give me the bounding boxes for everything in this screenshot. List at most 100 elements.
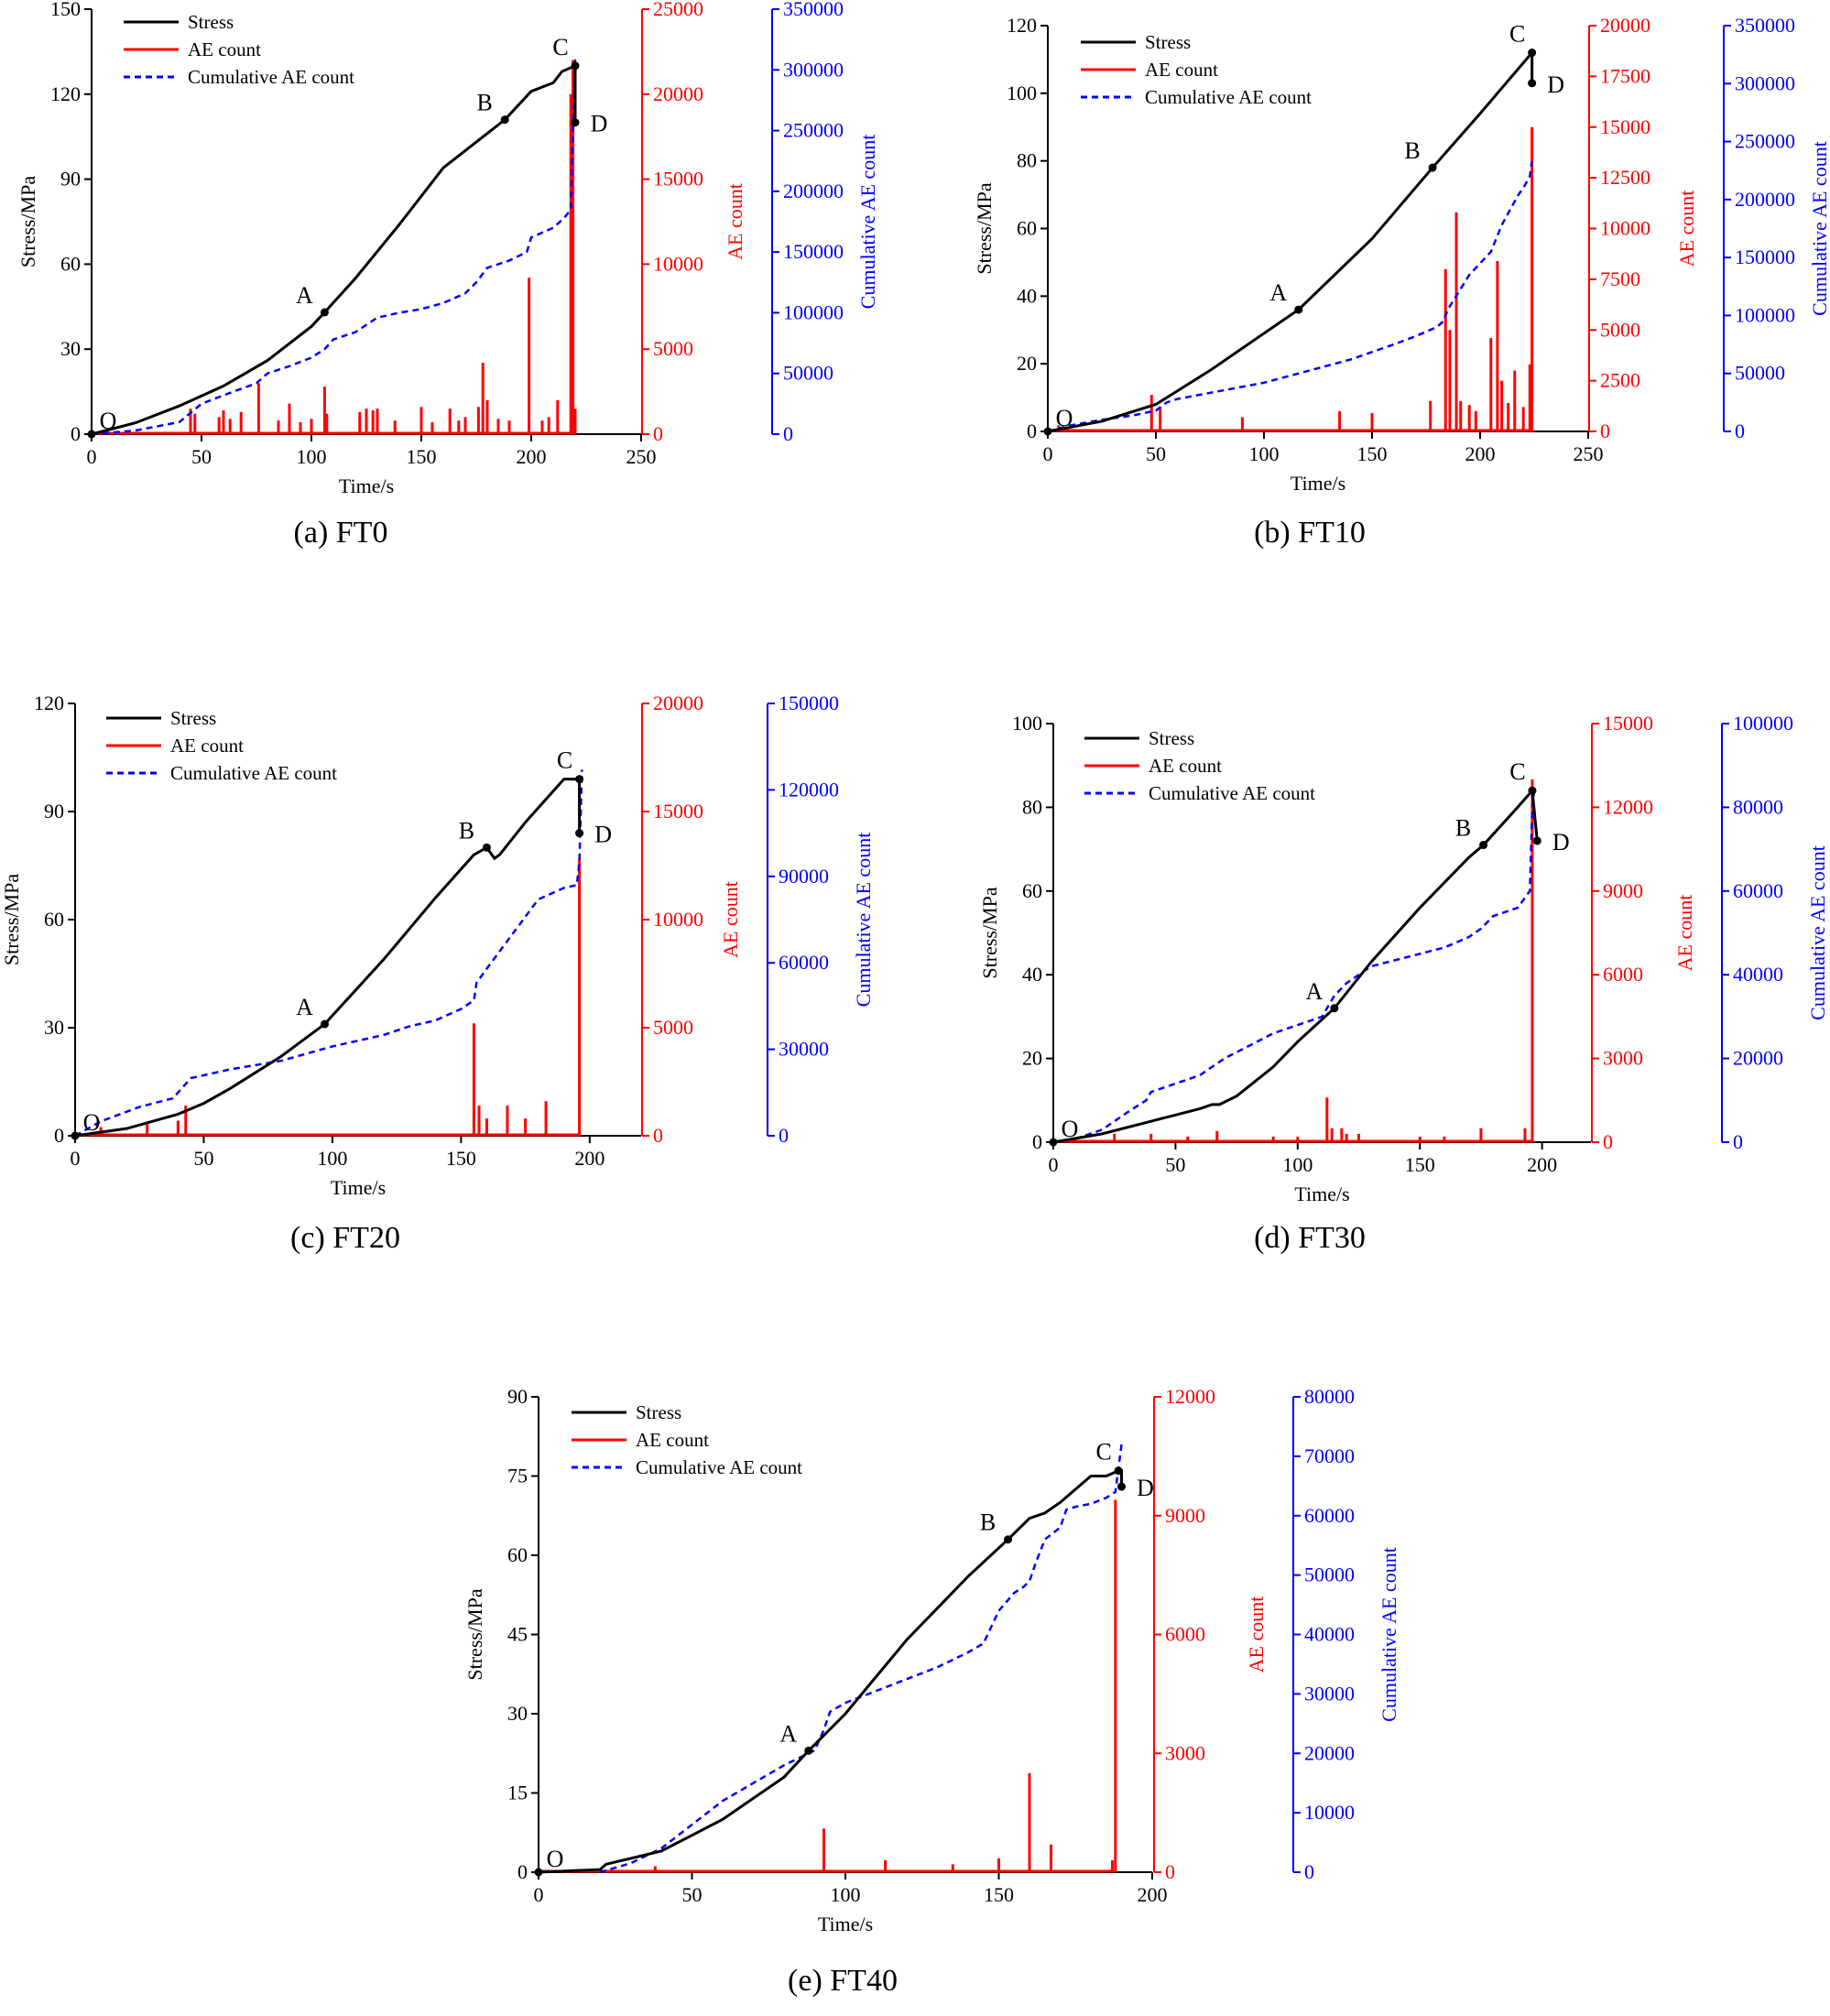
x-tick-label: 200 <box>574 1147 605 1170</box>
stage-point-c <box>1114 1466 1123 1476</box>
legend-label: Cumulative AE count <box>170 762 337 784</box>
cumulative-tick-label: 70000 <box>1304 1444 1355 1467</box>
panel-caption: (c) FT20 <box>290 1221 400 1255</box>
stress-tick-label: 0 <box>1027 420 1037 442</box>
panel-caption: (b) FT10 <box>1254 516 1366 550</box>
stage-label-o: O <box>547 1846 564 1872</box>
stage-point-c <box>571 61 580 71</box>
stage-point-c <box>575 775 584 784</box>
x-tick-label: 0 <box>1049 1153 1059 1176</box>
stage-point-o <box>87 430 96 439</box>
cumulative-tick-label: 100000 <box>1735 303 1795 326</box>
cumulative-axis-label: Cumulative AE count <box>1808 141 1830 316</box>
stress-tick-label: 0 <box>54 1124 64 1147</box>
stress-tick-label: 120 <box>34 692 64 714</box>
ae-tick-label: 0 <box>1165 1860 1175 1883</box>
x-tick-label: 100 <box>1249 442 1280 465</box>
cumulative-tick-label: 350000 <box>1735 14 1795 37</box>
cumulative-ae-count-line <box>1052 786 1536 1144</box>
legend-label: Cumulative AE count <box>188 66 354 88</box>
stage-point-b <box>482 843 491 852</box>
cumulative-tick-label: 200000 <box>1735 188 1795 211</box>
ae-tick-label: 0 <box>653 422 663 445</box>
cumulative-tick-label: 40000 <box>1304 1623 1355 1646</box>
cumulative-axis-label: Cumulative AE count <box>852 833 875 1008</box>
stress-tick-label: 80 <box>1017 149 1037 172</box>
cumulative-tick-label: 50000 <box>783 362 833 385</box>
ae-tick-label: 15000 <box>1600 115 1650 138</box>
cumulative-tick-label: 80000 <box>1733 795 1783 818</box>
stress-tick-label: 120 <box>50 82 81 105</box>
cumulative-axis-label: Cumulative AE count <box>1806 845 1829 1020</box>
stage-label-d: D <box>591 111 608 137</box>
x-tick-label: 100 <box>297 445 327 468</box>
ae-tick-label: 0 <box>1600 420 1610 442</box>
legend-label: Stress <box>1149 727 1194 749</box>
cumulative-axis-label: Cumulative AE count <box>1378 1547 1400 1722</box>
cumulative-tick-label: 0 <box>779 1124 789 1147</box>
ae-tick-label: 12000 <box>1603 795 1653 818</box>
stage-label-d: D <box>1137 1475 1154 1501</box>
ae-axis-label: AE count <box>719 881 742 958</box>
x-axis-label: Time/s <box>818 1912 873 1935</box>
stress-tick-label: 90 <box>44 800 64 823</box>
legend-label: Cumulative AE count <box>1149 782 1315 804</box>
legend-label: AE count <box>1149 755 1222 777</box>
cumulative-tick-label: 20000 <box>1733 1047 1783 1070</box>
legend-label: AE count <box>636 1429 709 1451</box>
x-tick-label: 50 <box>1165 1153 1185 1176</box>
stress-tick-label: 0 <box>1032 1130 1042 1153</box>
stress-tick-label: 60 <box>1022 879 1042 902</box>
stage-point-o <box>1049 1138 1058 1147</box>
legend-label: Stress <box>1145 31 1191 53</box>
ae-tick-label: 3000 <box>1165 1741 1205 1764</box>
ae-tick-label: 15000 <box>653 168 703 191</box>
stage-point-d <box>1528 79 1537 88</box>
stage-point-a <box>1330 1004 1339 1013</box>
cumulative-tick-label: 90000 <box>779 865 829 888</box>
x-tick-label: 0 <box>534 1883 544 1906</box>
ae-axis-label: AE count <box>1673 895 1696 972</box>
stress-tick-label: 30 <box>60 337 81 360</box>
stage-label-c: C <box>1509 758 1525 785</box>
ae-tick-label: 20000 <box>653 82 703 105</box>
x-axis-label: Time/s <box>1291 472 1345 495</box>
ae-tick-label: 10000 <box>653 252 703 275</box>
cumulative-tick-label: 250000 <box>783 119 844 142</box>
cumulative-tick-label: 30000 <box>1304 1682 1355 1705</box>
stress-tick-label: 100 <box>1012 712 1042 735</box>
stress-tick-label: 90 <box>507 1385 528 1408</box>
cumulative-tick-label: 20000 <box>1304 1741 1355 1764</box>
x-tick-label: 150 <box>1357 442 1388 465</box>
legend-label: AE count <box>188 38 261 60</box>
x-tick-label: 150 <box>446 1147 476 1170</box>
ae-tick-label: 9000 <box>1603 879 1643 902</box>
stress-tick-label: 0 <box>71 422 81 445</box>
cumulative-tick-label: 60000 <box>1304 1504 1355 1527</box>
stress-line <box>91 63 577 436</box>
stress-axis-label: Stress/MPa <box>0 874 23 965</box>
stress-tick-label: 120 <box>1007 14 1037 37</box>
stress-tick-label: 60 <box>44 908 64 931</box>
x-tick-label: 200 <box>517 445 547 468</box>
stage-point-a <box>320 308 329 317</box>
stage-label-a: A <box>1269 279 1287 306</box>
ae-tick-label: 7500 <box>1600 267 1640 290</box>
stage-label-b: B <box>477 90 493 116</box>
x-tick-label: 100 <box>317 1147 347 1170</box>
stage-label-a: A <box>296 282 313 309</box>
x-tick-label: 100 <box>831 1883 861 1906</box>
cumulative-tick-label: 40000 <box>1733 963 1783 986</box>
panel-caption: (d) FT30 <box>1254 1221 1366 1255</box>
stage-point-d <box>1532 836 1541 845</box>
stage-point-o <box>534 1868 543 1877</box>
cumulative-tick-label: 60000 <box>779 951 829 974</box>
cumulative-tick-label: 100000 <box>1733 712 1793 735</box>
ae-tick-label: 20000 <box>653 692 703 714</box>
stage-point-c <box>1528 49 1537 58</box>
x-tick-label: 50 <box>191 445 212 468</box>
legend-label: AE count <box>1145 59 1218 81</box>
cumulative-tick-label: 0 <box>1733 1130 1743 1153</box>
cumulative-tick-label: 50000 <box>1735 362 1785 385</box>
cumulative-axis-label: Cumulative AE count <box>856 135 879 310</box>
